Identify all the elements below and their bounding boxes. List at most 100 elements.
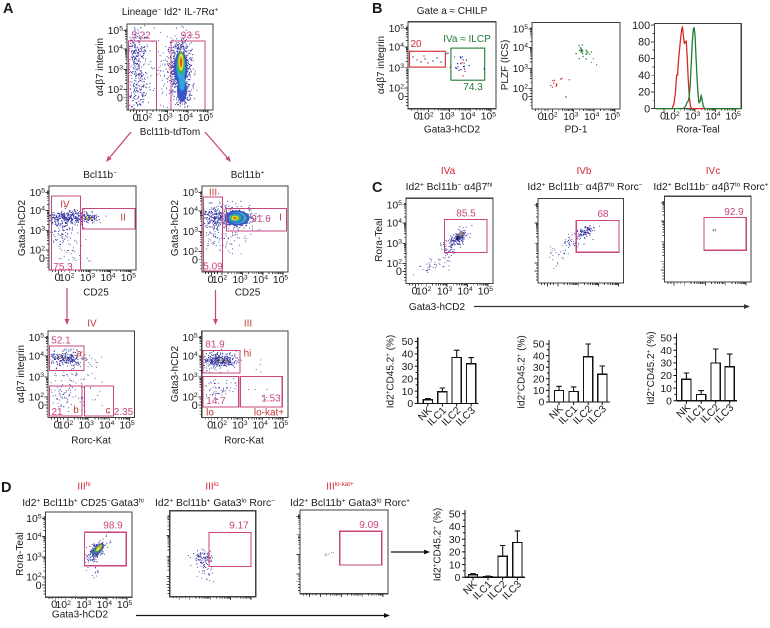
svg-text:102: 102 xyxy=(212,275,228,286)
svg-text:α4β7 integrin: α4β7 integrin xyxy=(95,38,106,96)
svg-text:IVa: IVa xyxy=(441,166,456,177)
svg-text:IIIhi: IIIhi xyxy=(77,481,90,493)
svg-text:α4β7 integrin: α4β7 integrin xyxy=(376,36,387,94)
svg-text:102: 102 xyxy=(513,84,529,95)
svg-text:Gata3-hCD2: Gata3-hCD2 xyxy=(170,199,181,256)
svg-text:Id2+CD45.2+ (%): Id2+CD45.2+ (%) xyxy=(516,335,528,409)
svg-text:68: 68 xyxy=(597,209,609,220)
svg-text:9.09: 9.09 xyxy=(359,520,379,531)
svg-text:20: 20 xyxy=(638,87,650,99)
svg-text:50: 50 xyxy=(449,510,461,521)
svg-text:IV: IV xyxy=(60,200,70,211)
svg-text:Gate a ≈ CHILP: Gate a ≈ CHILP xyxy=(417,6,488,17)
svg-text:105: 105 xyxy=(117,600,133,611)
svg-text:75.3: 75.3 xyxy=(53,262,73,273)
svg-text:52.1: 52.1 xyxy=(51,336,71,347)
svg-text:102: 102 xyxy=(416,286,432,297)
svg-text:IVc: IVc xyxy=(706,166,720,177)
svg-text:Id2+ Bcl11b− α4β7lo Rorc+: Id2+ Bcl11b− α4β7lo Rorc+ xyxy=(653,181,768,193)
svg-text:102: 102 xyxy=(26,572,42,583)
svg-text:0: 0 xyxy=(644,103,650,115)
svg-text:104: 104 xyxy=(108,44,124,55)
svg-text:105: 105 xyxy=(481,111,497,122)
svg-text:105: 105 xyxy=(273,275,289,286)
svg-text:104: 104 xyxy=(253,420,269,431)
svg-text:A: A xyxy=(3,1,14,17)
svg-text:105: 105 xyxy=(605,112,621,123)
svg-text:102: 102 xyxy=(182,392,198,403)
svg-text:102: 102 xyxy=(108,85,124,96)
svg-text:1.53: 1.53 xyxy=(261,394,281,405)
svg-text:0: 0 xyxy=(207,274,213,286)
svg-text:20: 20 xyxy=(410,39,422,50)
svg-text:0: 0 xyxy=(192,400,198,412)
svg-text:103: 103 xyxy=(513,64,529,75)
svg-text:102: 102 xyxy=(542,112,558,123)
svg-text:104: 104 xyxy=(513,43,529,54)
svg-text:IIIlo-kat+: IIIlo-kat+ xyxy=(326,481,354,493)
svg-text:30: 30 xyxy=(449,535,461,546)
svg-text:105: 105 xyxy=(478,286,494,297)
svg-text:Id2+ Bcl11b+ CD25−Gata3hi: Id2+ Bcl11b+ CD25−Gata3hi xyxy=(22,497,144,509)
svg-text:0: 0 xyxy=(117,93,123,105)
svg-text:105: 105 xyxy=(198,113,214,124)
svg-text:91.6: 91.6 xyxy=(251,214,271,225)
svg-text:Id2+ Bcl11b+ Gata3lo Rorc−: Id2+ Bcl11b+ Gata3lo Rorc− xyxy=(155,497,275,509)
svg-text:104: 104 xyxy=(99,420,115,431)
svg-text:III: III xyxy=(244,319,252,330)
svg-text:100: 100 xyxy=(632,20,650,32)
svg-text:5.09: 5.09 xyxy=(203,262,223,273)
svg-text:104: 104 xyxy=(182,351,198,362)
svg-text:102: 102 xyxy=(56,600,72,611)
svg-text:Bcl11b+: Bcl11b+ xyxy=(231,169,265,181)
svg-text:104: 104 xyxy=(183,206,199,217)
svg-text:30: 30 xyxy=(660,359,672,370)
svg-text:c: c xyxy=(106,406,111,417)
svg-text:104: 104 xyxy=(457,286,473,297)
svg-text:Id2+CD45.2+ (%): Id2+CD45.2+ (%) xyxy=(385,335,397,409)
svg-text:102: 102 xyxy=(59,273,75,284)
svg-text:104: 104 xyxy=(460,111,476,122)
svg-text:104: 104 xyxy=(387,218,403,229)
svg-text:103: 103 xyxy=(437,286,453,297)
svg-text:40: 40 xyxy=(402,350,414,361)
svg-text:104: 104 xyxy=(100,273,116,284)
svg-text:103: 103 xyxy=(685,111,701,122)
svg-text:14.7: 14.7 xyxy=(206,396,226,407)
svg-text:0: 0 xyxy=(55,272,61,284)
svg-text:Bcl11b-tdTom: Bcl11b-tdTom xyxy=(140,127,200,138)
svg-text:102: 102 xyxy=(30,245,46,256)
svg-text:Id2+ Bcl11b− α4β7lo Rorc−: Id2+ Bcl11b− α4β7lo Rorc− xyxy=(527,181,642,193)
svg-text:10: 10 xyxy=(402,387,414,398)
svg-text:105: 105 xyxy=(121,273,137,284)
svg-text:103: 103 xyxy=(29,372,45,383)
svg-text:40: 40 xyxy=(449,522,461,533)
svg-text:2.35: 2.35 xyxy=(114,407,134,418)
svg-text:0: 0 xyxy=(207,420,213,432)
svg-text:85.5: 85.5 xyxy=(456,209,476,220)
svg-text:0: 0 xyxy=(396,266,402,278)
svg-text:Rorc-Kat: Rorc-Kat xyxy=(71,436,111,447)
svg-text:Rora-Teal: Rora-Teal xyxy=(15,532,26,575)
svg-text:60: 60 xyxy=(638,53,650,65)
svg-text:103: 103 xyxy=(108,65,124,76)
svg-text:10: 10 xyxy=(449,560,461,571)
svg-text:21: 21 xyxy=(51,407,63,418)
svg-text:105: 105 xyxy=(30,188,46,199)
svg-text:103: 103 xyxy=(79,420,95,431)
svg-text:40: 40 xyxy=(533,351,545,362)
svg-text:104: 104 xyxy=(26,532,42,543)
svg-text:0: 0 xyxy=(522,91,528,103)
svg-text:lo-kat+: lo-kat+ xyxy=(254,408,284,419)
svg-text:105: 105 xyxy=(26,514,42,525)
svg-text:Gata3-hCD2: Gata3-hCD2 xyxy=(52,610,109,621)
svg-text:0: 0 xyxy=(54,420,60,432)
svg-text:103: 103 xyxy=(76,600,92,611)
svg-text:CD25: CD25 xyxy=(235,288,261,299)
svg-text:30: 30 xyxy=(402,362,414,373)
svg-text:105: 105 xyxy=(29,333,45,344)
svg-text:30: 30 xyxy=(533,363,545,374)
svg-text:104: 104 xyxy=(97,600,113,611)
svg-text:Id2+ Bcl11b− α4β7hi: Id2+ Bcl11b− α4β7hi xyxy=(406,181,493,193)
svg-text:105: 105 xyxy=(725,111,741,122)
